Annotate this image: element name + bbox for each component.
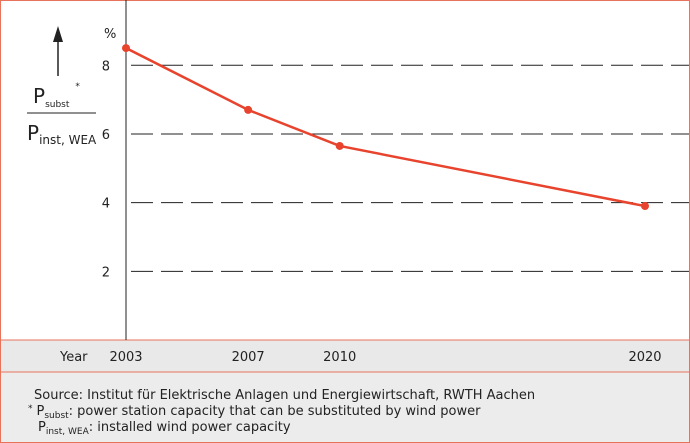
footer <box>0 371 690 443</box>
y-tick-label: 6 <box>102 128 110 143</box>
point <box>244 105 253 114</box>
arrow-head <box>53 26 63 42</box>
y-label-bottom: Pinst, WEA <box>27 121 97 147</box>
x-tick-label: 2003 <box>109 350 142 365</box>
point <box>641 202 649 211</box>
point <box>335 141 344 150</box>
line <box>125 46 646 208</box>
footnote: * Psubst: power station capacity that can… <box>28 404 481 421</box>
x-tick-label: 2007 <box>232 350 265 365</box>
y-label-top: Psubst* <box>33 82 80 110</box>
x-axis-band <box>0 339 690 373</box>
x-axis-label: Year <box>59 350 88 365</box>
y-unit: % <box>104 27 116 42</box>
source: Source: Institut für Elektrische Anlagen… <box>34 388 535 403</box>
x-tick-label: 2020 <box>628 350 661 365</box>
y-tick-label: 4 <box>102 197 110 212</box>
x-tick-label: 2010 <box>323 350 356 365</box>
y-tick-label: 8 <box>102 59 110 74</box>
y-tick-label: 2 <box>102 265 110 280</box>
footnote: Pinst, WEA: installed wind power capacit… <box>38 420 291 437</box>
point <box>122 44 130 53</box>
